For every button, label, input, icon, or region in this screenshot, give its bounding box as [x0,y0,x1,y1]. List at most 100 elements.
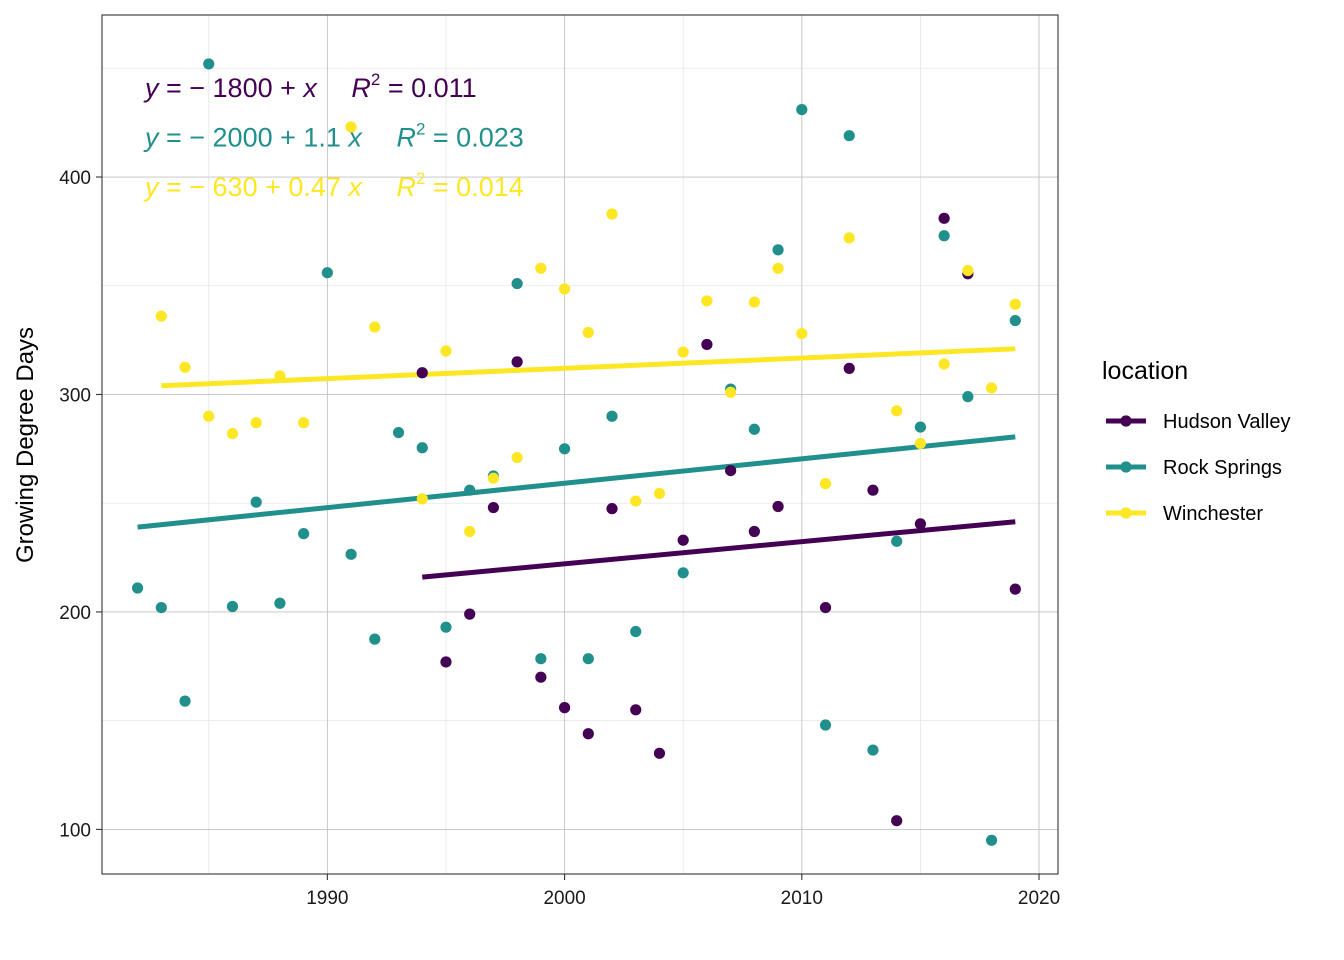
data-points [131,58,1021,846]
point-winchester [843,232,855,244]
point-hudson-valley [938,212,950,224]
point-rock-springs [558,443,571,455]
point-rock-springs [369,633,381,645]
point-hudson-valley [653,747,666,759]
point-winchester [914,437,927,450]
point-rock-springs [274,597,286,609]
point-rock-springs [938,230,950,242]
legend-label: Rock Springs [1163,457,1282,479]
y-tick-label: 200 [59,603,91,624]
point-hudson-valley [843,362,855,374]
point-rock-springs [440,621,452,633]
point-rock-springs [464,484,476,496]
point-winchester [796,327,808,340]
y-tick-label: 300 [59,385,91,406]
point-rock-springs [867,744,879,756]
point-winchester [819,478,832,490]
point-rock-springs [392,426,405,439]
legend-point-key [1120,461,1132,473]
point-winchester [155,310,167,322]
point-winchester [558,283,571,295]
point-winchester [535,262,547,274]
x-tick-label: 2000 [543,888,585,909]
point-hudson-valley [748,525,760,538]
equation-hudson-valley: y = − 1800 + x R2 = 0.011 [143,70,477,103]
legend-title: location [1102,357,1188,385]
point-hudson-valley [914,518,927,530]
point-hudson-valley [1009,583,1021,595]
point-winchester [250,417,262,429]
legend-point-key [1120,415,1132,427]
x-tick-label: 2010 [781,888,823,909]
point-winchester [464,525,476,538]
point-rock-springs [416,442,428,454]
point-rock-springs [914,421,927,433]
point-hudson-valley [511,356,523,368]
point-hudson-valley [891,815,903,827]
point-rock-springs [582,653,594,665]
axis-ticks: 1990 2000 2010 2020 100 200 300 400 [59,168,1060,909]
fit-line-winchester [161,346,1016,389]
point-winchester [582,326,594,339]
point-hudson-valley [867,484,879,496]
legend-items: Hudson Valley Rock Springs Winchester [1106,411,1290,525]
point-winchester [203,410,215,422]
point-winchester [511,451,523,464]
point-winchester [298,417,310,429]
point-winchester [938,358,950,370]
legend-item-rock-springs: Rock Springs [1106,457,1282,479]
point-rock-springs [962,391,974,403]
regression-equations: y = − 1800 + x R2 = 0.011 y = − 2000 + 1.… [143,70,524,202]
point-rock-springs [772,244,784,256]
point-hudson-valley [440,656,452,668]
point-rock-springs [796,103,808,116]
y-tick-label: 400 [59,168,91,189]
point-hudson-valley [677,534,689,546]
point-winchester [962,264,974,277]
x-tick-label: 2020 [1018,888,1060,909]
point-rock-springs [748,423,760,435]
point-rock-springs [1009,314,1021,327]
point-rock-springs [250,496,262,508]
y-tick-label: 100 [59,820,91,841]
point-rock-springs [511,277,523,290]
point-hudson-valley [416,367,428,379]
point-rock-springs [985,834,998,846]
point-rock-springs [155,602,167,614]
point-hudson-valley [630,704,642,716]
point-winchester [487,472,500,484]
point-winchester [274,370,286,382]
point-winchester [369,321,381,333]
point-winchester [226,428,239,440]
point-hudson-valley [464,608,476,620]
point-rock-springs [298,528,310,540]
point-hudson-valley [582,728,594,740]
point-rock-springs [226,600,239,613]
point-hudson-valley [701,338,713,351]
point-winchester [748,296,760,308]
legend-item-winchester: Winchester [1106,503,1263,525]
point-winchester [677,346,689,358]
fit-line-rock-springs [137,434,1016,530]
point-hudson-valley [772,500,784,513]
point-winchester [891,405,903,417]
equation-rock-springs: y = − 2000 + 1.1 x R2 = 0.023 [143,120,524,153]
point-winchester [606,208,618,220]
legend-item-hudson-valley: Hudson Valley [1106,411,1290,433]
legend-label: Winchester [1163,503,1263,525]
point-hudson-valley [487,501,500,514]
legend: location Hudson Valley Rock Springs Winche… [1102,357,1290,525]
point-winchester [772,262,784,274]
point-hudson-valley [606,503,618,515]
point-rock-springs [321,267,333,279]
point-winchester [345,121,357,133]
point-hudson-valley [725,464,737,477]
plot-panel-border [101,14,1059,875]
point-rock-springs [345,548,357,560]
point-rock-springs [203,58,215,70]
point-winchester [653,487,666,500]
point-winchester [630,495,642,507]
legend-point-key [1120,507,1132,519]
point-rock-springs [677,567,689,579]
